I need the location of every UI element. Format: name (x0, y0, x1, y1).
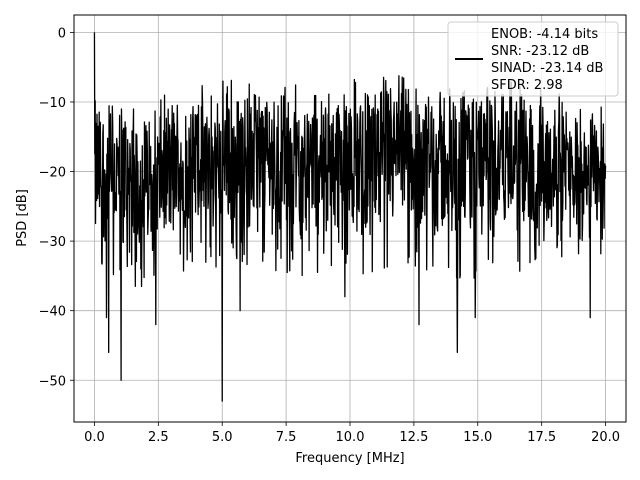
y-tick-label: −30 (39, 235, 66, 250)
x-axis-ticks: 0.0 2.5 5.0 7.5 10.0 12.5 15.0 17.5 20.0 (84, 422, 620, 445)
psd-series-line (93, 32, 607, 402)
y-tick-label: −50 (39, 374, 66, 389)
y-tick-label: 0 (58, 26, 66, 41)
series-layer (93, 32, 607, 402)
legend-box (447, 21, 619, 97)
y-axis-label: PSD [dB] (15, 189, 30, 247)
x-axis-label: Frequency [MHz] (295, 451, 404, 466)
y-tick-label: −10 (39, 96, 66, 111)
x-tick-label: 12.5 (399, 430, 428, 445)
x-tick-label: 2.5 (148, 430, 169, 445)
x-tick-label: 20.0 (591, 430, 620, 445)
x-tick-label: 17.5 (527, 430, 556, 445)
legend-line-snr: SNR: -23.12 dB (491, 44, 589, 59)
legend-line-sfdr: SFDR: 2.98 (491, 78, 563, 93)
x-tick-label: 5.0 (212, 430, 233, 445)
y-axis-ticks: 0 −10 −20 −30 −40 −50 (39, 26, 74, 389)
x-tick-label: 10.0 (336, 430, 365, 445)
legend-line-enob: ENOB: -4.14 bits (491, 27, 598, 42)
x-tick-label: 0.0 (84, 430, 105, 445)
legend-line-sinad: SINAD: -23.14 dB (491, 61, 603, 76)
x-tick-label: 15.0 (463, 430, 492, 445)
y-tick-label: −20 (39, 166, 66, 181)
x-tick-label: 7.5 (276, 430, 297, 445)
legend: ENOB: -4.14 bits SNR: -23.12 dB SINAD: -… (447, 21, 619, 97)
y-tick-label: −40 (39, 305, 66, 320)
